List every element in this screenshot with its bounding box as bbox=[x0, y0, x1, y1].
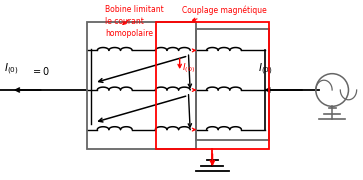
Text: Couplage magnétique: Couplage magnétique bbox=[182, 5, 266, 15]
Text: Bobine limitant
le courant
homopolaire: Bobine limitant le courant homopolaire bbox=[105, 5, 164, 38]
Text: $\mathit{I}_{(0)}$: $\mathit{I}_{(0)}$ bbox=[182, 61, 195, 75]
Bar bbox=[87, 22, 196, 149]
Text: $\mathit{I}_{(0)}$: $\mathit{I}_{(0)}$ bbox=[258, 62, 272, 77]
Bar bbox=[156, 22, 269, 149]
Bar bbox=[196, 29, 269, 140]
Text: $=0$: $=0$ bbox=[31, 65, 50, 77]
Text: $\mathit{I}_{(0)}$: $\mathit{I}_{(0)}$ bbox=[4, 62, 18, 77]
